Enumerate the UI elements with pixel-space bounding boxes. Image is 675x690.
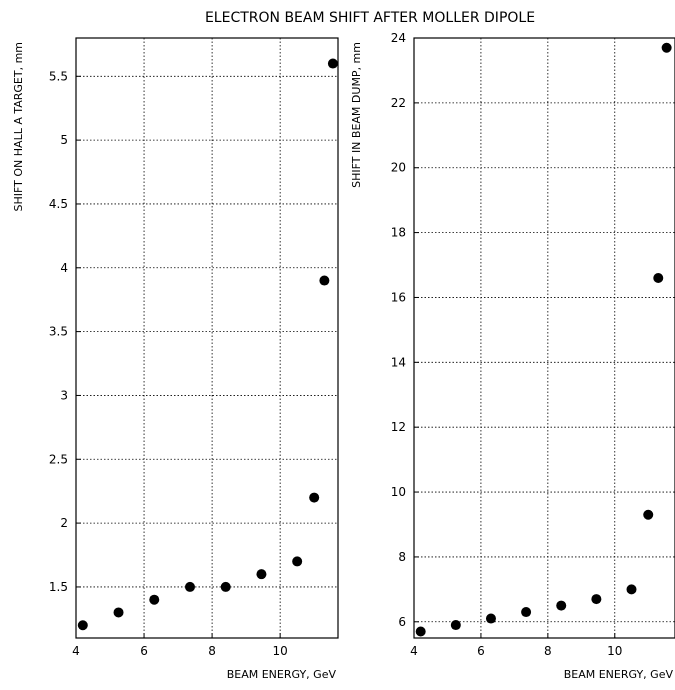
y-tick-label-hall-a-7: 5 bbox=[60, 133, 68, 147]
data-point-beam-dump-7 bbox=[643, 509, 654, 520]
data-point-beam-dump-0 bbox=[415, 626, 426, 637]
x-tick-label-beam-dump-0: 4 bbox=[410, 644, 418, 658]
data-point-beam-dump-3 bbox=[521, 607, 532, 618]
x-tick-label-beam-dump-1: 6 bbox=[477, 644, 485, 658]
y-tick-label-beam-dump-4: 14 bbox=[391, 355, 406, 369]
data-point-hall-a-5 bbox=[256, 569, 267, 580]
data-point-hall-a-7 bbox=[309, 492, 320, 503]
y-tick-label-beam-dump-9: 24 bbox=[391, 31, 406, 45]
x-tick-label-hall-a-2: 8 bbox=[208, 644, 216, 658]
data-point-hall-a-2 bbox=[149, 594, 160, 605]
y-tick-label-hall-a-4: 3.5 bbox=[49, 325, 68, 339]
x-tick-label-hall-a-0: 4 bbox=[72, 644, 80, 658]
y-tick-label-beam-dump-2: 10 bbox=[391, 485, 406, 499]
y-tick-label-hall-a-5: 4 bbox=[60, 261, 68, 275]
y-tick-label-beam-dump-6: 18 bbox=[391, 226, 406, 240]
y-tick-label-hall-a-0: 1.5 bbox=[49, 580, 68, 594]
data-point-hall-a-0 bbox=[77, 620, 88, 631]
data-point-beam-dump-8 bbox=[653, 273, 664, 283]
x-tick-label-hall-a-1: 6 bbox=[140, 644, 148, 658]
data-point-beam-dump-9 bbox=[661, 42, 672, 53]
y-tick-label-hall-a-8: 5.5 bbox=[49, 69, 68, 83]
data-point-hall-a-1 bbox=[113, 607, 124, 618]
y-tick-label-beam-dump-5: 16 bbox=[391, 290, 406, 304]
x-tick-label-beam-dump-2: 8 bbox=[544, 644, 552, 658]
x-tick-label-hall-a-3: 10 bbox=[273, 644, 288, 658]
panel-hall-a-target: 4 6 8 10 1.5 2 2.5 3 3.5 4 4.5 5 5.5 BEAM ENERGY, GeV… bbox=[12, 37, 339, 681]
y-tick-label-hall-a-6: 4.5 bbox=[49, 197, 68, 211]
y-tick-label-beam-dump-8: 22 bbox=[391, 96, 406, 110]
data-point-beam-dump-6 bbox=[626, 584, 637, 595]
figure-title: ELECTRON BEAM SHIFT AFTER MOLLER DIPOLE bbox=[205, 10, 535, 26]
y-tick-label-hall-a-2: 2.5 bbox=[49, 452, 68, 466]
y-tick-label-beam-dump-3: 12 bbox=[391, 420, 406, 434]
y-tick-label-hall-a-1: 2 bbox=[60, 516, 68, 530]
data-point-hall-a-4 bbox=[220, 581, 231, 592]
data-point-beam-dump-4 bbox=[556, 600, 567, 611]
y-tick-label-beam-dump-0: 6 bbox=[398, 615, 406, 629]
data-point-hall-a-3 bbox=[184, 581, 195, 592]
data-point-hall-a-6 bbox=[292, 556, 303, 567]
x-tick-label-beam-dump-3: 10 bbox=[607, 644, 622, 658]
panel-beam-dump: 4 6 8 10 6 8 10 12 14 16 18 20 22 24 BEAM ENERGY, GeV S… bbox=[350, 31, 675, 681]
data-point-beam-dump-1 bbox=[450, 620, 461, 631]
data-point-hall-a-8 bbox=[319, 275, 330, 286]
y-tick-label-beam-dump-1: 8 bbox=[398, 550, 406, 564]
y-tick-label-beam-dump-7: 20 bbox=[391, 161, 406, 175]
x-axis-label-beam-dump: BEAM ENERGY, GeV bbox=[564, 668, 674, 681]
plot-frame-beam-dump bbox=[413, 37, 675, 639]
y-axis-label-hall-a: SHIFT ON HALL A TARGET, mm bbox=[12, 42, 25, 211]
plot-frame-hall-a bbox=[75, 37, 339, 639]
y-tick-label-hall-a-3: 3 bbox=[60, 388, 68, 402]
y-axis-label-beam-dump: SHIFT IN BEAM DUMP, mm bbox=[350, 42, 363, 188]
data-point-beam-dump-5 bbox=[591, 594, 602, 605]
data-point-hall-a-9 bbox=[327, 58, 338, 69]
x-axis-label-hall-a: BEAM ENERGY, GeV bbox=[227, 668, 337, 681]
data-point-beam-dump-2 bbox=[485, 613, 496, 624]
